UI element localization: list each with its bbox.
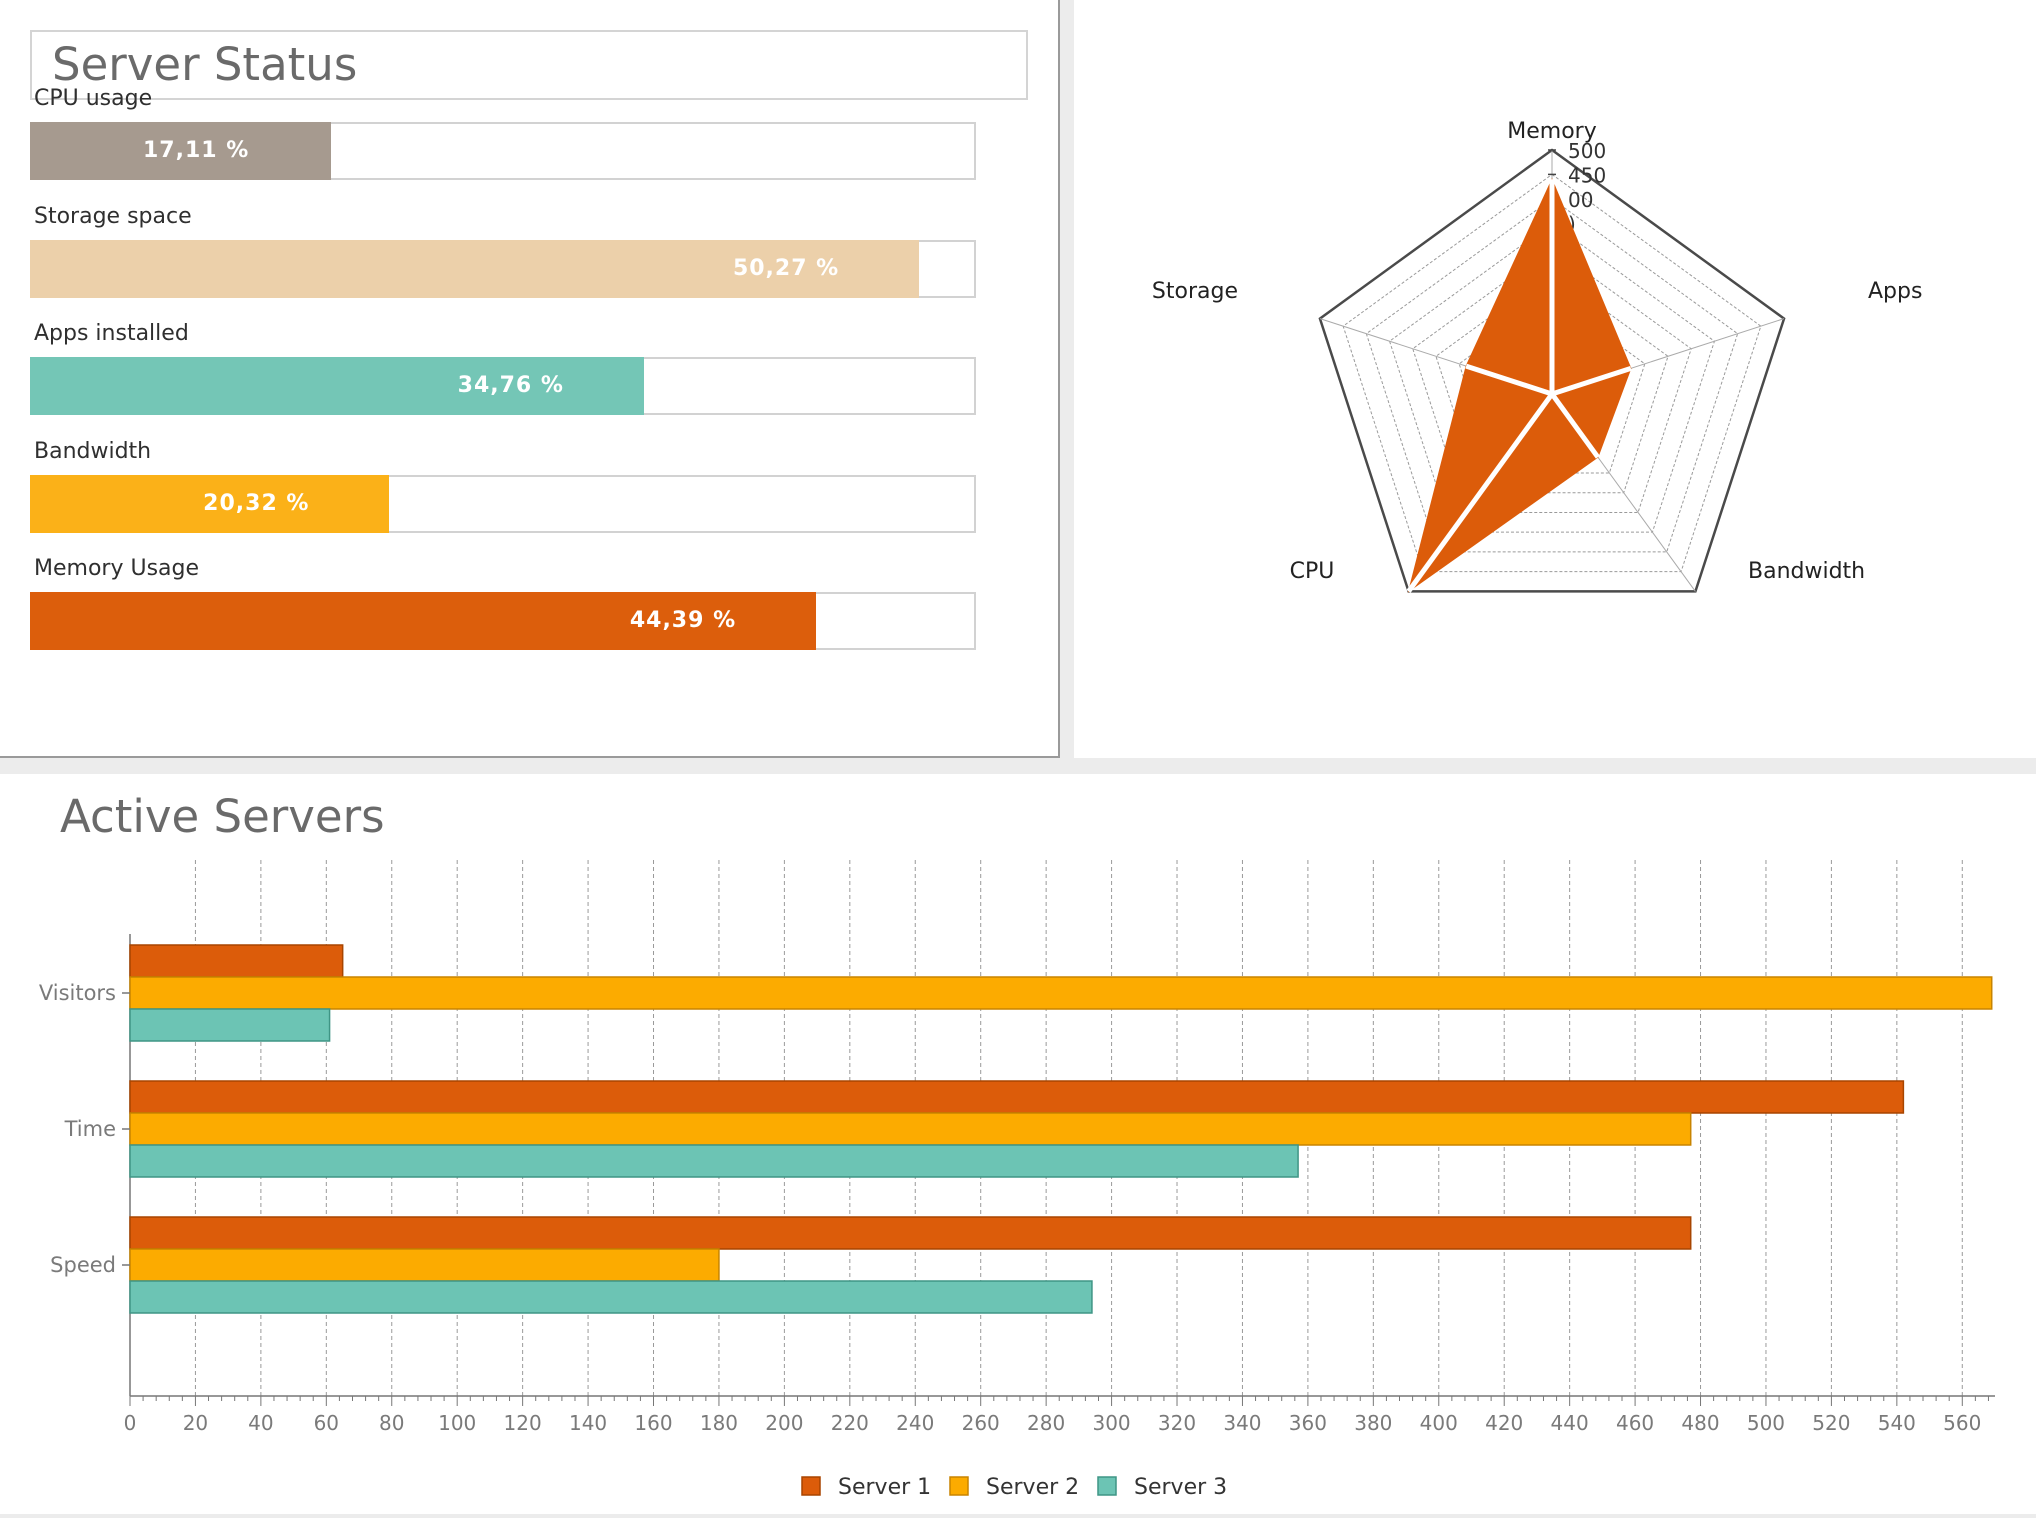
radar-axis-label-apps: Apps xyxy=(1868,279,1922,304)
radar-axis-label-storage: Storage xyxy=(1152,279,1238,304)
radar-panel: 500 450 00) Memory Apps Bandwidth CPU Storage xyxy=(1074,0,2036,758)
x-tick-label: 480 xyxy=(1681,1411,1719,1435)
legend-label-server-2: Server 2 xyxy=(986,1475,1079,1500)
memory-usage-value: 44,39 % xyxy=(629,608,737,633)
x-tick-label: 420 xyxy=(1485,1411,1523,1435)
radar-data-point xyxy=(1551,365,1632,397)
x-tick-label: 260 xyxy=(962,1411,1000,1435)
x-tick-label: 140 xyxy=(569,1411,607,1435)
bandwidth-bar-track: 20,32 % xyxy=(30,474,976,533)
bar-time-server-2 xyxy=(129,1112,1692,1146)
x-tick-label: 460 xyxy=(1616,1411,1654,1435)
radar-grid-ring xyxy=(1388,222,1716,533)
x-tick-label: 80 xyxy=(379,1411,404,1435)
x-tick-label: 220 xyxy=(831,1411,869,1435)
y-category-label-time: Time xyxy=(64,1117,116,1141)
cpu-usage-bar-fill: 17,11 % xyxy=(30,122,332,180)
radar-grid-ring xyxy=(1435,271,1669,494)
radar-tick-label: ) xyxy=(1568,212,1576,236)
y-category-label-visitors: Visitors xyxy=(39,981,116,1005)
x-tick-label: 180 xyxy=(700,1411,738,1435)
x-tick-label: 0 xyxy=(124,1411,137,1435)
radar-axis-label-cpu: CPU xyxy=(1290,559,1335,584)
bar-speed-server-2 xyxy=(129,1248,720,1282)
x-tick-label: 280 xyxy=(1027,1411,1065,1435)
active-servers-panel: Active Servers 0 20 40 60 80 100 120 140 160 180 2… xyxy=(0,774,2036,1514)
x-tick-label: 540 xyxy=(1878,1411,1916,1435)
server-status-title: Server Status xyxy=(30,30,1028,100)
radar-tick-label: 500 xyxy=(1568,139,1606,163)
bandwidth-value: 20,32 % xyxy=(203,490,310,516)
radar-data-point xyxy=(1465,363,1553,397)
x-tick-label: 380 xyxy=(1354,1411,1392,1435)
apps-installed-value: 34,76 % xyxy=(457,373,564,398)
radar-grid-ring xyxy=(1318,148,1786,593)
active-servers-title: Active Servers xyxy=(60,790,385,843)
radar-axis-label-memory: Memory xyxy=(1507,119,1596,144)
x-tick-label: 360 xyxy=(1289,1411,1327,1435)
legend-swatch-server-2 xyxy=(949,1476,969,1496)
radar-tick-label: 00 xyxy=(1568,188,1593,212)
x-tick-label: 40 xyxy=(248,1411,273,1435)
legend-swatch-server-3 xyxy=(1097,1476,1117,1496)
storage-space-label: Storage space xyxy=(34,203,192,229)
x-tick-label: 500 xyxy=(1747,1411,1785,1435)
cpu-usage-value: 17,11 % xyxy=(143,138,250,163)
memory-usage-bar-track: 44,39 % xyxy=(30,592,976,650)
apps-installed-label: Apps installed xyxy=(34,321,189,346)
radar-grid-ring xyxy=(1342,173,1762,573)
apps-installed-bar-track: 34,76 % xyxy=(30,357,976,415)
y-category-label-speed: Speed xyxy=(50,1253,116,1277)
legend-label-server-3: Server 3 xyxy=(1134,1475,1227,1500)
bar-visitors-server-2 xyxy=(129,976,1993,1010)
storage-space-bar-track: 50,27 % xyxy=(30,239,976,298)
x-tick-label: 60 xyxy=(314,1411,339,1435)
x-tick-label: 560 xyxy=(1943,1411,1981,1435)
x-tick-label: 120 xyxy=(504,1411,542,1435)
cpu-usage-label: CPU usage xyxy=(34,86,153,111)
storage-space-value: 50,27 % xyxy=(732,255,840,281)
memory-usage-label: Memory Usage xyxy=(34,556,200,581)
x-tick-label: 440 xyxy=(1551,1411,1589,1435)
bar-time-server-1 xyxy=(129,1080,1905,1114)
cpu-usage-bar-track: 17,11 % xyxy=(30,122,976,180)
legend-label-server-1: Server 1 xyxy=(838,1475,931,1500)
radar-grid-ring xyxy=(1365,198,1739,553)
x-tick-label: 20 xyxy=(183,1411,208,1435)
active-servers-bar-chart: 0 20 40 60 80 100 120 140 160 180 200 220 240 260 280 3… xyxy=(39,860,1995,1500)
radar-axis-label-bandwidth: Bandwidth xyxy=(1748,559,1865,584)
bar-time-server-3 xyxy=(129,1144,1299,1178)
radar-grid-ring xyxy=(1412,246,1692,513)
radar-tick-label: 450 xyxy=(1568,163,1606,187)
x-tick-label: 160 xyxy=(634,1411,672,1435)
bar-visitors-server-1 xyxy=(129,944,344,978)
server-status-panel: Server Status CPU usage 17,11 % Storage sp… xyxy=(0,0,1060,758)
bar-speed-server-1 xyxy=(129,1216,1692,1250)
x-tick-label: 320 xyxy=(1158,1411,1196,1435)
memory-usage-bar-fill: 44,39 % xyxy=(30,592,817,650)
x-tick-label: 400 xyxy=(1420,1411,1458,1435)
legend-swatch-server-1 xyxy=(801,1476,821,1496)
radar-data-point xyxy=(1406,392,1555,593)
radar-data-point xyxy=(1549,392,1600,459)
bar-visitors-server-3 xyxy=(129,1008,331,1042)
x-tick-label: 340 xyxy=(1223,1411,1261,1435)
x-tick-label: 520 xyxy=(1812,1411,1850,1435)
storage-space-bar-fill: 50,27 % xyxy=(30,239,920,298)
x-tick-label: 300 xyxy=(1092,1411,1130,1435)
x-tick-label: 240 xyxy=(896,1411,934,1435)
bar-speed-server-3 xyxy=(129,1280,1093,1314)
x-tick-label: 100 xyxy=(438,1411,476,1435)
apps-installed-bar-fill: 34,76 % xyxy=(30,357,644,415)
bandwidth-label: Bandwidth xyxy=(34,438,152,464)
bandwidth-bar-fill: 20,32 % xyxy=(30,474,390,533)
x-tick-label: 200 xyxy=(765,1411,803,1435)
